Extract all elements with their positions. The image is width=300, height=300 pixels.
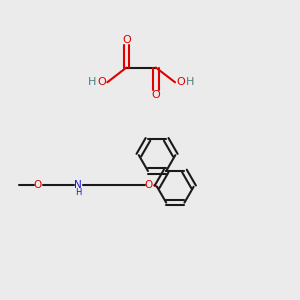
Text: O: O: [122, 35, 131, 46]
Text: H: H: [88, 77, 96, 87]
Text: O: O: [97, 77, 106, 87]
Text: O: O: [176, 77, 185, 87]
Text: N: N: [74, 180, 82, 190]
Text: O: O: [34, 180, 42, 190]
Text: O: O: [145, 180, 153, 190]
Text: H: H: [76, 188, 82, 197]
Text: O: O: [152, 90, 160, 100]
Text: H: H: [186, 77, 194, 87]
